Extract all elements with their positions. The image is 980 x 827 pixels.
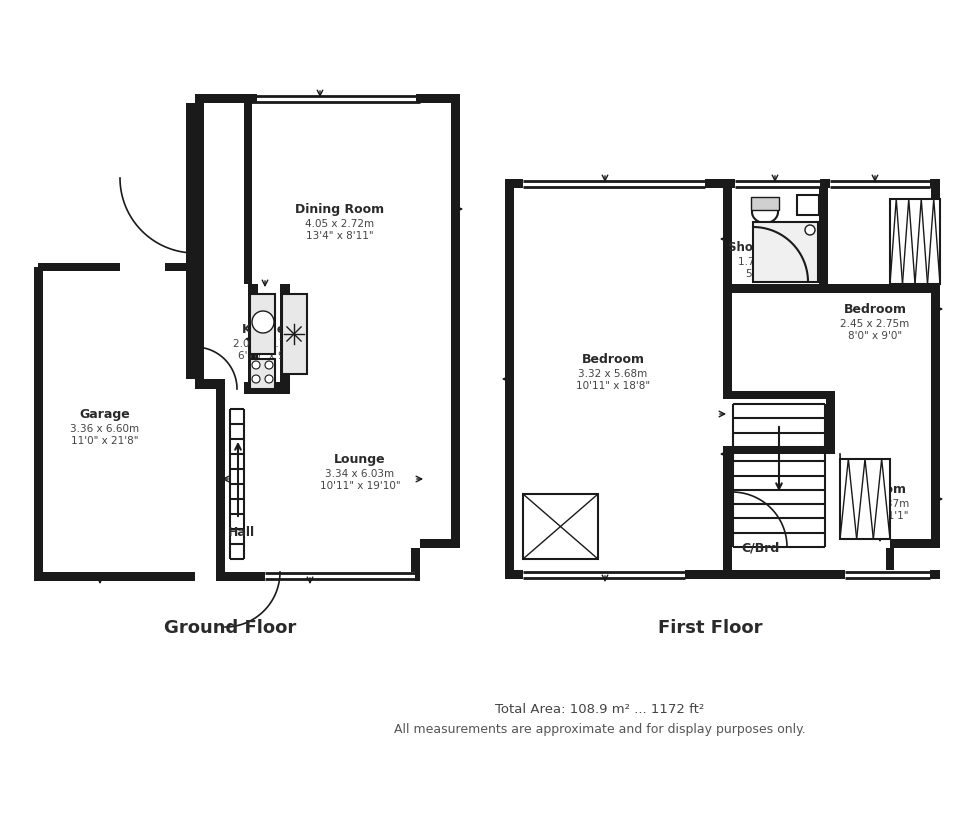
Text: Ground Floor: Ground Floor	[164, 619, 296, 636]
Polygon shape	[732, 284, 940, 294]
Polygon shape	[38, 264, 120, 272]
Text: Bedroom: Bedroom	[844, 304, 906, 316]
Text: Bedroom: Bedroom	[581, 353, 645, 366]
Polygon shape	[280, 284, 290, 394]
Polygon shape	[723, 447, 835, 455]
Text: C/Brd: C/Brd	[741, 541, 779, 554]
Polygon shape	[165, 264, 199, 272]
Polygon shape	[505, 189, 514, 579]
Polygon shape	[248, 95, 257, 104]
Text: 2.08 x 2.74m: 2.08 x 2.74m	[233, 338, 303, 348]
Circle shape	[805, 226, 815, 236]
Polygon shape	[216, 390, 225, 581]
Polygon shape	[931, 189, 940, 539]
Text: 5'8" x 5'8": 5'8" x 5'8"	[746, 269, 801, 279]
Text: 3.34 x 6.03m: 3.34 x 6.03m	[325, 468, 395, 479]
Circle shape	[265, 375, 273, 384]
Polygon shape	[420, 539, 460, 548]
Text: 10'9" x 11'1": 10'9" x 11'1"	[841, 510, 908, 520]
Ellipse shape	[752, 202, 778, 224]
Text: 10'11" x 18'8": 10'11" x 18'8"	[576, 380, 650, 390]
Text: Kitchen: Kitchen	[241, 323, 295, 336]
Polygon shape	[890, 539, 940, 548]
Circle shape	[265, 361, 273, 370]
Bar	[753, 222, 818, 283]
Text: Lounge: Lounge	[334, 453, 386, 466]
Polygon shape	[735, 179, 820, 189]
Text: Total Area: 108.9 m² ... 1172 ft²: Total Area: 108.9 m² ... 1172 ft²	[495, 703, 705, 715]
Polygon shape	[505, 179, 514, 189]
Polygon shape	[186, 104, 204, 380]
Text: 13'4" x 8'11": 13'4" x 8'11"	[306, 231, 373, 241]
Polygon shape	[34, 268, 43, 581]
Bar	[282, 294, 307, 375]
Text: 2.45 x 2.75m: 2.45 x 2.75m	[841, 318, 909, 328]
Polygon shape	[411, 548, 420, 581]
Polygon shape	[723, 455, 732, 579]
Bar	[797, 196, 819, 216]
Polygon shape	[244, 104, 252, 284]
Polygon shape	[845, 571, 930, 579]
Text: 3.36 x 6.60m: 3.36 x 6.60m	[71, 423, 139, 433]
Text: All measurements are approximate and for display purposes only.: All measurements are approximate and for…	[394, 723, 806, 735]
Bar	[250, 360, 275, 390]
Bar	[250, 294, 275, 355]
Text: Garage: Garage	[79, 408, 130, 421]
Text: 10'11" x 19'10": 10'11" x 19'10"	[319, 480, 400, 490]
Bar	[751, 198, 779, 211]
Text: 3.28 x 3.37m: 3.28 x 3.37m	[841, 499, 909, 509]
Polygon shape	[886, 548, 894, 579]
Circle shape	[252, 361, 260, 370]
Polygon shape	[830, 179, 930, 189]
Polygon shape	[505, 571, 940, 579]
Text: Hall: Hall	[228, 526, 255, 539]
Text: 11'0" x 21'8": 11'0" x 21'8"	[72, 436, 139, 446]
Polygon shape	[248, 95, 420, 104]
Polygon shape	[195, 380, 225, 390]
Text: Dining Room: Dining Room	[295, 203, 384, 216]
Text: Bedroom: Bedroom	[844, 483, 906, 496]
Bar	[890, 200, 940, 284]
Polygon shape	[451, 104, 460, 539]
Text: 6'10" x 9'0": 6'10" x 9'0"	[237, 351, 298, 361]
Circle shape	[252, 375, 260, 384]
Bar	[523, 495, 598, 559]
Circle shape	[252, 312, 274, 333]
Bar	[840, 460, 890, 539]
Polygon shape	[38, 572, 195, 581]
Polygon shape	[195, 95, 460, 104]
Polygon shape	[248, 284, 258, 394]
Text: First Floor: First Floor	[658, 619, 762, 636]
Polygon shape	[225, 572, 420, 581]
Text: 4.05 x 2.72m: 4.05 x 2.72m	[306, 218, 374, 229]
Polygon shape	[416, 95, 420, 104]
Polygon shape	[523, 179, 705, 189]
Polygon shape	[505, 179, 940, 189]
Text: 1.74 x 1.73m: 1.74 x 1.73m	[738, 256, 808, 266]
Polygon shape	[723, 391, 835, 399]
Polygon shape	[523, 571, 685, 579]
Polygon shape	[819, 189, 828, 294]
Text: 8'0" x 9'0": 8'0" x 9'0"	[848, 331, 902, 341]
Text: Shower Room: Shower Room	[727, 241, 818, 254]
Polygon shape	[826, 391, 835, 455]
Polygon shape	[265, 572, 415, 581]
Text: 3.32 x 5.68m: 3.32 x 5.68m	[578, 369, 648, 379]
Polygon shape	[244, 383, 290, 394]
Polygon shape	[723, 189, 732, 399]
